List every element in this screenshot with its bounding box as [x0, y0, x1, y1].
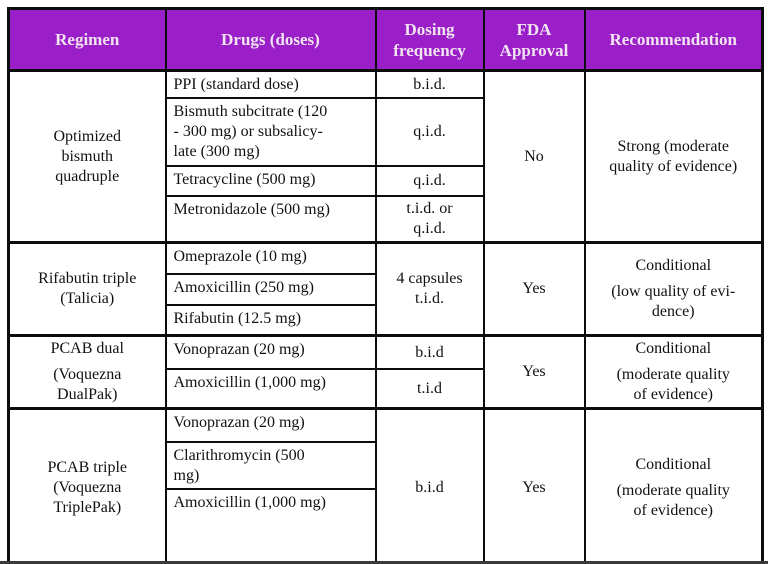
recommendation-cell: Conditional (low quality of evi- dence): [583, 241, 764, 337]
dosing-cell: q.i.d.: [374, 165, 485, 197]
dosing-cell: t.i.d: [374, 368, 485, 410]
fda-approval-cell: Yes: [482, 241, 586, 337]
paragraph: (moderate quality of evidence): [616, 366, 730, 403]
table-body: Optimized bismuth quadruple PPI (standard…: [7, 69, 764, 564]
drug-cell: Amoxicillin (1,000 mg): [164, 487, 377, 564]
regimen-cell: Optimized bismuth quadruple: [7, 69, 167, 244]
table-row: Amoxicillin (1,000 mg) t.i.d: [9, 368, 763, 410]
table-row: Metronidazole (500 mg) t.i.d. or q.i.d.: [9, 195, 763, 244]
dosing-cell: b.i.d.: [374, 69, 485, 99]
column-header-drugs-doses: Drugs (doses): [164, 7, 377, 72]
table-row: Rifabutin (12.5 mg): [9, 303, 763, 337]
table-row: Amoxicillin (250 mg): [9, 272, 763, 306]
fda-approval-cell: Yes: [482, 334, 586, 410]
paragraph: Conditional: [635, 257, 712, 274]
regimen-cell: PCAB dual (Voquezna DualPak): [7, 334, 167, 410]
paragraph: (low quality of evi- dence): [611, 283, 736, 320]
paragraph: Conditional: [635, 340, 712, 357]
paragraph: (moderate quality of evidence): [616, 481, 730, 519]
dosing-cell: t.i.d. or q.i.d.: [374, 195, 485, 244]
dosing-cell: b.i.d: [374, 334, 485, 371]
table-row: Tetracycline (500 mg) q.i.d.: [9, 165, 763, 197]
fda-approval-cell: Yes: [482, 407, 586, 564]
table-header: Regimen Drugs (doses) Dosing frequency FDA …: [7, 7, 764, 72]
drug-cell: Amoxicillin (250 mg): [164, 272, 377, 306]
dosing-cell: q.i.d.: [374, 97, 485, 167]
paragraph: Conditional: [635, 455, 712, 473]
paragraph: Rifabutin triple (Talicia): [38, 270, 137, 307]
regimen-cell: Rifabutin triple (Talicia): [7, 241, 167, 337]
column-header-dosing-frequency: Dosing frequency: [374, 7, 485, 72]
recommendation-cell: Conditional (moderate quality of evidence…: [583, 334, 764, 410]
drug-cell: Metronidazole (500 mg): [164, 195, 377, 244]
paragraph: Optimized bismuth quadruple: [53, 127, 122, 185]
table-row: PCAB dual (Voquezna DualPak) Vonoprazan (2…: [7, 334, 764, 410]
drug-cell: PPI (standard dose): [164, 69, 377, 99]
drug-cell: Amoxicillin (1,000 mg): [164, 368, 377, 410]
table-row: Rifabutin triple (Talicia) Omeprazole (10…: [7, 241, 764, 337]
table-row: PCAB triple (Voquezna TriplePak) Vonopraz…: [7, 407, 764, 564]
drug-cell: Vonoprazan (20 mg): [164, 407, 377, 443]
column-header-regimen: Regimen: [7, 7, 167, 72]
recommendation-cell: Conditional (moderate quality of evidence…: [583, 407, 764, 564]
column-header-recommendation: Recommendation: [583, 7, 764, 72]
paragraph: Strong (moderate quality of evidence): [609, 137, 738, 175]
regimen-cell: PCAB triple (Voquezna TriplePak): [7, 407, 167, 564]
drug-cell: Rifabutin (12.5 mg): [164, 303, 377, 337]
paragraph: (Voquezna DualPak): [53, 366, 122, 403]
column-header-fda-approval: FDA Approval: [482, 7, 586, 72]
table-row: Amoxicillin (1,000 mg): [9, 487, 763, 564]
recommendation-cell: Strong (moderate quality of evidence): [583, 69, 764, 244]
table-row: Optimized bismuth quadruple PPI (standard…: [7, 69, 764, 244]
drug-cell: Tetracycline (500 mg): [164, 165, 377, 197]
paragraph: PCAB dual: [50, 340, 124, 357]
bottom-edge-line: [0, 561, 768, 564]
drug-cell: Omeprazole (10 mg): [164, 241, 377, 275]
regimen-table: Regimen Drugs (doses) Dosing frequency FDA …: [7, 7, 764, 564]
fda-approval-cell: No: [482, 69, 586, 244]
drug-cell: Clarithromycin (500 mg): [164, 440, 377, 490]
table-row: Clarithromycin (500 mg): [9, 440, 763, 490]
dosing-cell: b.i.d: [374, 407, 485, 564]
table-row: Bismuth subcitrate (120 - 300 mg) or sub…: [9, 97, 763, 167]
paragraph: PCAB triple (Voquezna TriplePak): [47, 458, 128, 516]
drug-cell: Bismuth subcitrate (120 - 300 mg) or sub…: [164, 97, 377, 167]
dosing-cell: 4 capsules t.i.d.: [374, 241, 485, 337]
drug-cell: Vonoprazan (20 mg): [164, 334, 377, 371]
